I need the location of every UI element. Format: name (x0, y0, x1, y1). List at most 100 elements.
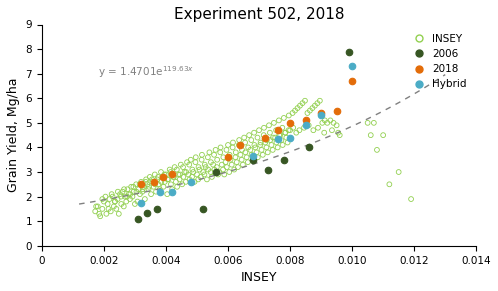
Point (213, 157, 221, 162)
Point (289, 125, 297, 130)
Point (207, 160, 215, 164)
Point (367, 133, 374, 137)
Point (264, 150, 272, 155)
Point (166, 167, 174, 172)
Point (203, 177, 211, 182)
Point (234, 165, 242, 169)
Point (120, 204, 128, 209)
Point (151, 182, 159, 187)
Point (163, 192, 171, 196)
Point (228, 162, 236, 167)
Point (133, 199, 141, 204)
Point (104, 202, 112, 206)
Point (99, 207, 107, 211)
Point (204, 167, 212, 172)
Point (271, 135, 279, 140)
Point (244, 145, 252, 150)
Point (241, 140, 249, 145)
Point (142, 180, 150, 184)
Point (265, 123, 273, 128)
Point (153, 177, 161, 182)
Point (169, 175, 177, 179)
Point (138, 189, 146, 194)
Point (238, 148, 246, 152)
Point (182, 170, 190, 174)
Point (308, 106, 316, 110)
Point (223, 165, 231, 169)
Point (161, 180, 169, 184)
Point (187, 180, 195, 184)
Point (272, 140, 280, 145)
Point (269, 135, 277, 140)
Point (111, 199, 119, 204)
Point (257, 148, 265, 152)
Point (177, 162, 185, 167)
Point (187, 157, 195, 162)
Point (198, 157, 206, 162)
Point (135, 182, 143, 187)
Point (191, 180, 199, 184)
Point (267, 143, 275, 147)
Point (260, 125, 268, 130)
Point (132, 182, 140, 187)
Point (318, 120, 326, 125)
Point (176, 177, 184, 182)
Point (114, 189, 122, 194)
Point (147, 192, 155, 196)
Point (232, 150, 240, 155)
Point (167, 182, 175, 187)
Point (108, 192, 116, 196)
Point (305, 145, 313, 150)
Point (127, 184, 135, 189)
Point (281, 130, 289, 135)
Point (224, 155, 232, 159)
Point (120, 187, 128, 191)
Point (210, 152, 218, 157)
Point (188, 167, 196, 172)
Point (252, 150, 260, 155)
Point (253, 135, 261, 140)
Point (385, 182, 393, 187)
Point (250, 143, 258, 147)
Point (143, 210, 151, 215)
Point (186, 177, 194, 182)
Point (317, 111, 325, 115)
Point (132, 189, 140, 194)
Legend: INSEY, 2006, 2018, Hybrid: INSEY, 2006, 2018, Hybrid (404, 30, 471, 94)
Point (129, 189, 137, 194)
Point (245, 133, 253, 137)
Point (326, 118, 334, 123)
Point (197, 175, 205, 179)
Point (244, 160, 252, 164)
Point (295, 128, 303, 132)
Point (275, 133, 283, 137)
Point (270, 120, 278, 125)
Point (139, 187, 147, 191)
Point (266, 130, 274, 135)
Point (249, 157, 257, 162)
Point (283, 140, 291, 145)
Point (102, 194, 110, 199)
Point (305, 123, 313, 128)
Point (116, 192, 124, 196)
Point (248, 152, 255, 157)
Point (156, 187, 164, 191)
Point (162, 172, 170, 177)
Point (323, 120, 331, 125)
Point (269, 148, 277, 152)
Point (199, 207, 207, 211)
Point (134, 187, 142, 191)
Point (148, 180, 156, 184)
Point (137, 180, 145, 184)
Point (293, 106, 301, 110)
Point (213, 165, 221, 169)
Point (173, 167, 181, 172)
Point (233, 160, 241, 164)
Point (301, 98, 309, 103)
Point (103, 212, 111, 216)
Point (220, 155, 228, 159)
Point (302, 118, 310, 123)
Point (123, 194, 131, 199)
Point (216, 150, 224, 155)
Point (142, 177, 150, 182)
